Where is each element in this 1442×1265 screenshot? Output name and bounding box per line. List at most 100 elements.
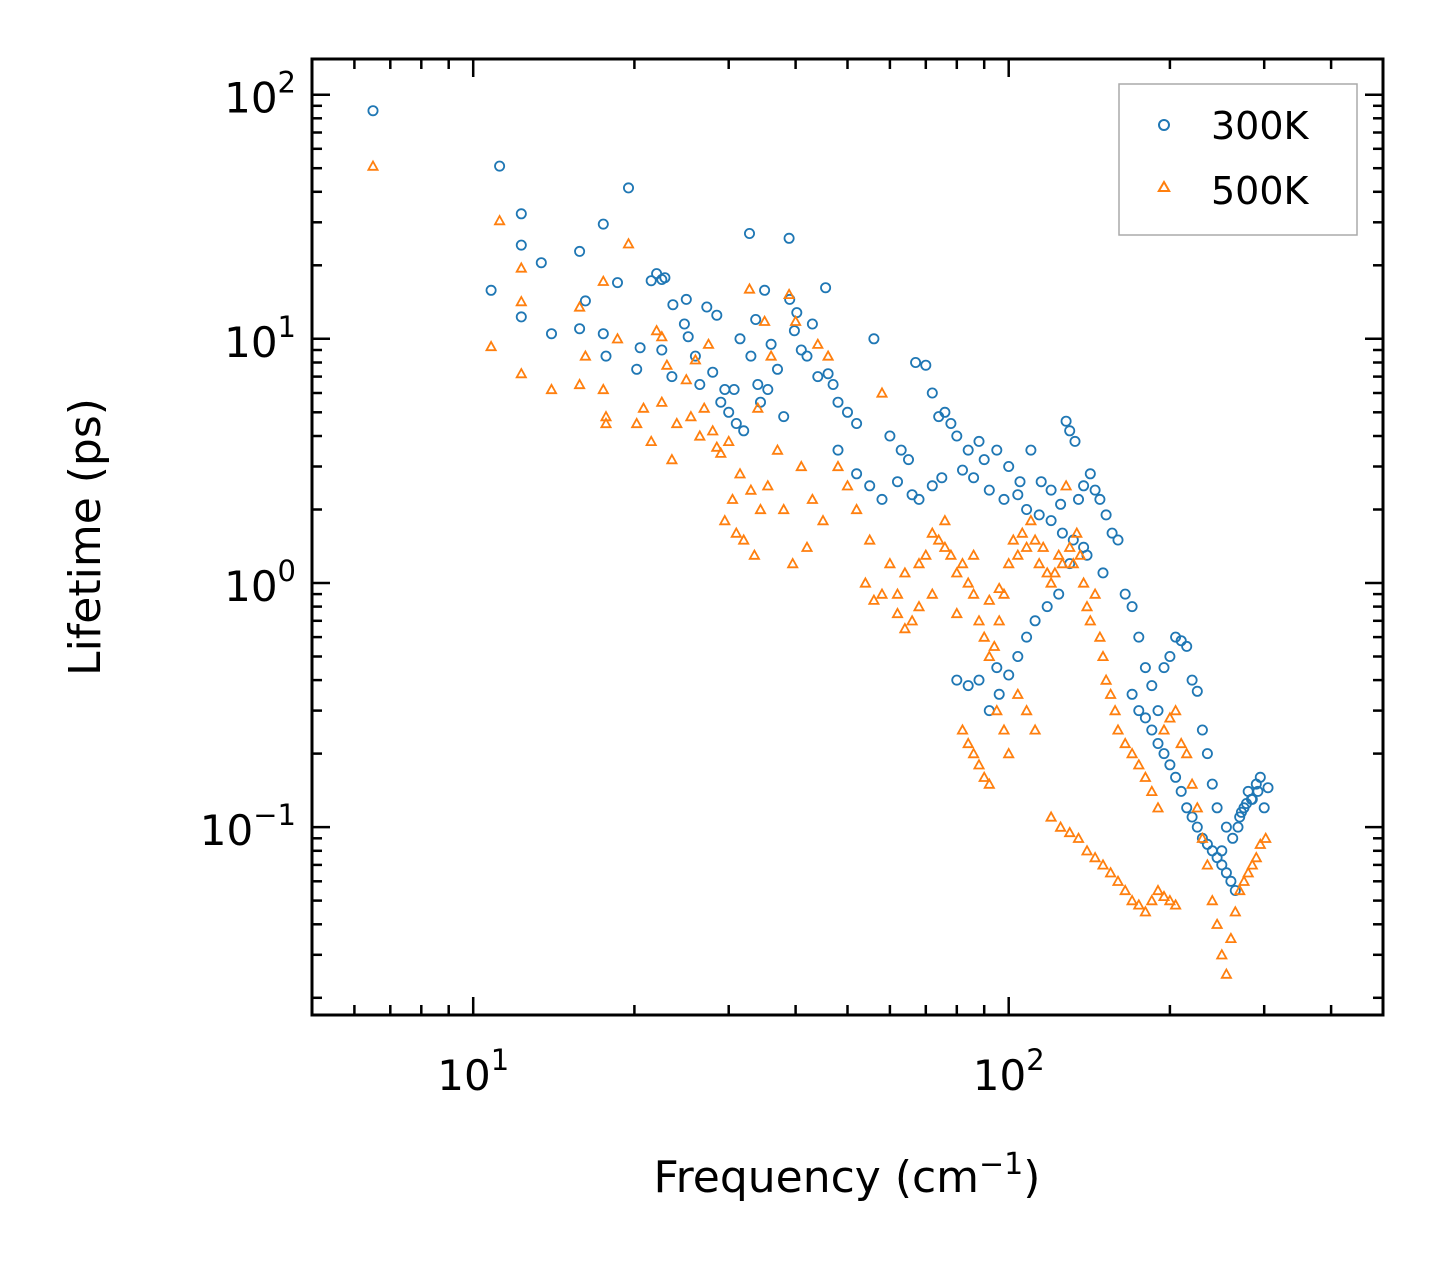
point-500k-34	[718, 514, 731, 526]
point-300k-89	[1078, 480, 1090, 492]
point-500k-8	[579, 349, 592, 361]
point-500k-40	[743, 282, 756, 294]
point-500k-71	[932, 533, 945, 545]
point-500k-175	[898, 622, 912, 634]
point-500k-110	[1104, 687, 1117, 699]
point-500k-85	[1007, 533, 1020, 545]
point-500k-83	[997, 587, 1011, 599]
point-300k-75	[962, 444, 974, 456]
point-500k-45	[758, 314, 771, 326]
point-500k-101	[1070, 526, 1083, 538]
point-500k-23	[665, 453, 679, 465]
point-300k-29	[694, 378, 706, 390]
point-300k-150	[1033, 509, 1045, 521]
point-300k-144	[957, 464, 969, 476]
point-300k-57	[812, 371, 824, 383]
point-300k-156	[962, 680, 974, 692]
point-500k-107	[1093, 630, 1107, 642]
point-300k-98	[1133, 631, 1145, 643]
point-300k-76	[973, 435, 985, 447]
point-500k-181	[983, 593, 996, 605]
point-500k-95	[1048, 566, 1062, 578]
point-300k-136	[851, 468, 863, 480]
point-300k-45	[759, 284, 771, 296]
point-300k-6	[535, 257, 547, 269]
point-500k-35	[722, 434, 735, 447]
point-300k-52	[788, 325, 800, 337]
point-500k-96	[1052, 548, 1065, 560]
point-500k-145	[978, 770, 991, 782]
point-300k-164	[1158, 748, 1170, 760]
point-300k-93	[1100, 509, 1112, 521]
point-300k-74	[951, 430, 963, 442]
point-300k-105	[1175, 635, 1187, 647]
point-500k-36	[726, 492, 739, 504]
point-500k-119	[1157, 723, 1171, 735]
point-300k-64	[868, 333, 880, 345]
point-300k-146	[983, 484, 995, 496]
point-300k-155	[973, 674, 985, 686]
point-500k-109	[1099, 673, 1113, 685]
point-300k-130	[1041, 601, 1053, 613]
point-300k-129	[1029, 615, 1041, 627]
point-500k-126	[1196, 831, 1209, 843]
point-300k-108	[1191, 685, 1203, 697]
point-300k-88	[1073, 493, 1085, 505]
point-500k-52	[789, 314, 802, 326]
point-500k-89	[1024, 514, 1038, 526]
point-300k-95	[1112, 534, 1124, 546]
point-500k-166	[1145, 894, 1158, 906]
point-500k-25	[680, 373, 693, 385]
point-300k-0	[367, 105, 379, 117]
point-500k-161	[1111, 874, 1125, 886]
point-500k-3	[515, 261, 528, 273]
point-500k-79	[978, 630, 991, 642]
point-500k-21	[655, 330, 668, 342]
point-500k-5	[515, 367, 528, 379]
point-300k-82	[1035, 476, 1047, 488]
point-500k-74	[950, 607, 963, 619]
point-500k-56	[811, 337, 824, 349]
legend-marker-300k	[1158, 119, 1170, 131]
point-300k-168	[1181, 802, 1193, 814]
point-500k-64	[883, 557, 897, 569]
point-500k-150	[1011, 687, 1024, 699]
point-300k-145	[968, 472, 980, 484]
point-500k-133	[1229, 905, 1242, 917]
point-500k-58	[821, 349, 835, 361]
point-300k-31	[707, 366, 719, 378]
point-500k-37	[730, 526, 743, 538]
point-300k-60	[827, 378, 839, 390]
point-300k-58	[820, 282, 832, 294]
point-300k-51	[784, 293, 796, 305]
point-500k-112	[1111, 723, 1125, 735]
point-300k-14	[612, 277, 624, 289]
point-500k-135	[1237, 874, 1251, 886]
point-500k-116	[1139, 770, 1152, 782]
point-300k-127	[1012, 651, 1024, 663]
point-500k-57	[816, 514, 830, 526]
point-500k-176	[912, 557, 926, 569]
point-500k-179	[950, 566, 963, 578]
point-300k-141	[913, 493, 925, 505]
point-300k-78	[991, 444, 1003, 456]
point-500k-174	[891, 607, 904, 619]
point-300k-149	[1021, 503, 1033, 515]
point-300k-15	[623, 182, 635, 194]
point-500k-70	[926, 587, 939, 599]
point-500k-169	[1163, 894, 1177, 906]
point-300k-36	[728, 383, 740, 395]
point-300k-38	[734, 333, 746, 345]
point-500k-152	[1028, 723, 1042, 735]
point-300k-165	[1164, 759, 1176, 771]
point-500k-124	[1185, 777, 1199, 789]
point-500k-15	[622, 237, 635, 249]
point-500k-2	[493, 214, 506, 226]
series-500k	[366, 159, 1272, 979]
point-300k-104	[1170, 631, 1182, 643]
point-500k-165	[1139, 905, 1152, 917]
point-500k-151	[1020, 704, 1033, 716]
point-300k-131	[1053, 588, 1065, 600]
point-300k-178	[1232, 821, 1244, 833]
point-300k-83	[1045, 484, 1057, 496]
